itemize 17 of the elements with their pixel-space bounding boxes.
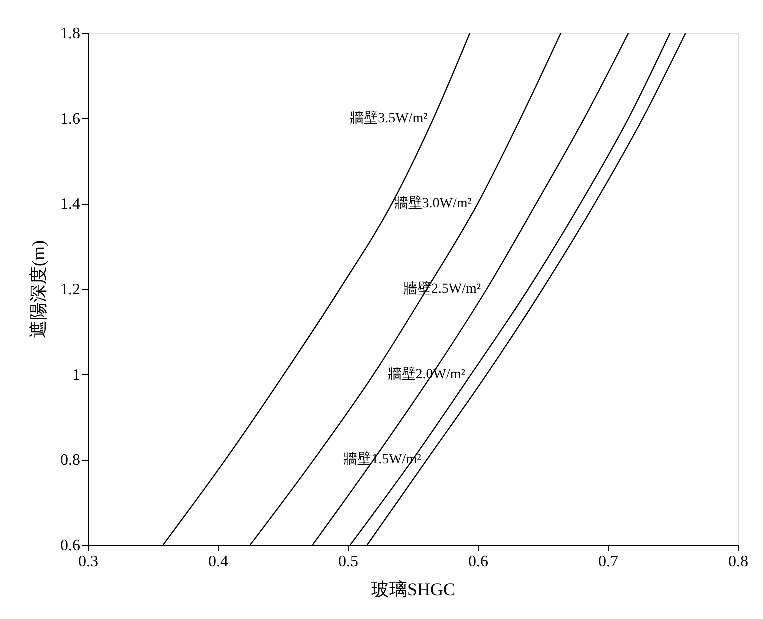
x-tick-label: 0.4	[208, 554, 228, 570]
y-axis-title: 遮陽深度(m)	[28, 240, 48, 338]
y-tick-label: 0.8	[60, 452, 80, 470]
y-tick-label: 1	[72, 366, 80, 384]
x-tick-label: 0.6	[468, 554, 488, 570]
x-tick-label: 0.8	[728, 554, 748, 570]
series-label: 牆壁3.0W/m²	[394, 196, 472, 212]
x-tick-label: 0.3	[78, 554, 98, 570]
y-tick-label: 0.6	[60, 538, 80, 554]
y-tick-label: 1.4	[60, 196, 80, 214]
y-tick-label: 1.8	[60, 26, 80, 42]
x-tick-label: 0.5	[338, 554, 358, 570]
y-tick-label: 1.6	[60, 110, 80, 128]
x-tick-label: 0.7	[598, 554, 618, 570]
y-tick-label: 1.2	[60, 282, 80, 298]
series-label: 牆壁3.5W/m²	[350, 110, 428, 126]
x-axis-title: 玻璃SHGC	[371, 580, 456, 600]
